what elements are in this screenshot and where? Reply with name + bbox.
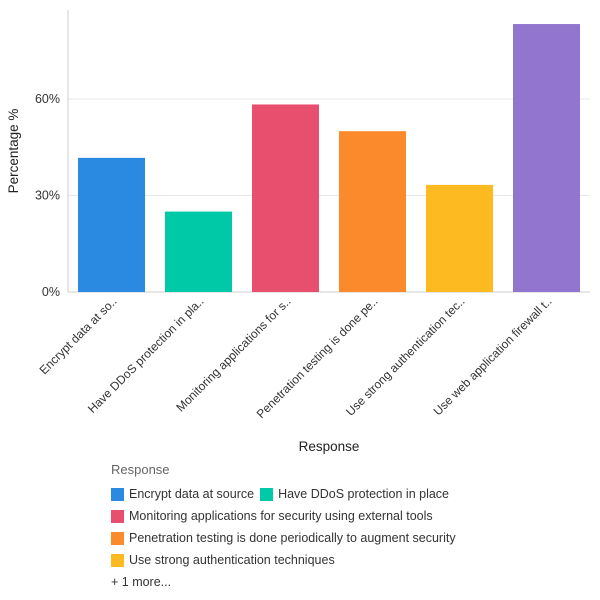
legend-swatch: [111, 553, 124, 567]
y-tick-label: 60%: [35, 92, 60, 106]
legend-item[interactable]: Monitoring applications for security usi…: [111, 509, 433, 523]
y-tick-label: 0%: [42, 285, 60, 299]
legend-swatch: [111, 531, 124, 545]
legend-label: Use strong authentication techniques: [129, 553, 335, 567]
legend-row: Monitoring applications for security usi…: [111, 505, 462, 527]
legend: Response Encrypt data at source Have DDoS…: [111, 462, 462, 593]
legend-swatch: [111, 487, 124, 501]
legend-label: Monitoring applications for security usi…: [129, 509, 433, 523]
x-tick-label: Encrypt data at so..: [37, 294, 120, 377]
legend-item[interactable]: Encrypt data at source: [111, 487, 254, 501]
legend-item[interactable]: Use strong authentication techniques: [111, 553, 335, 567]
bar: [252, 104, 319, 293]
legend-title: Response: [111, 462, 170, 477]
legend-item[interactable]: Have DDoS protection in place: [260, 487, 449, 501]
bar: [339, 131, 406, 292]
legend-swatch: [260, 487, 274, 501]
legend-row: Penetration testing is done periodically…: [111, 527, 462, 549]
legend-label: Encrypt data at source: [129, 487, 255, 501]
bar: [513, 24, 580, 292]
x-axis-label: Response: [299, 439, 360, 454]
bar: [78, 157, 145, 292]
legend-label: Have DDoS protection in place: [278, 487, 450, 501]
legend-more[interactable]: + 1 more...: [111, 575, 172, 589]
legend-row: Use strong authentication techniques: [111, 549, 462, 571]
y-axis-label: Percentage %: [6, 109, 21, 194]
legend-label: Penetration testing is done periodically…: [129, 531, 456, 545]
y-tick-label: 30%: [35, 189, 60, 203]
bar: [426, 184, 493, 292]
legend-row: Encrypt data at source Have DDoS protecti…: [111, 483, 462, 505]
legend-item[interactable]: Penetration testing is done periodically…: [111, 531, 456, 545]
bar: [165, 211, 232, 292]
legend-swatch: [111, 509, 124, 523]
